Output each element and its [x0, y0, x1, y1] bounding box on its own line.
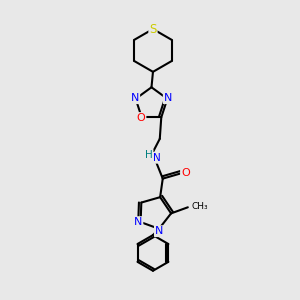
Text: N: N — [153, 153, 161, 163]
Text: O: O — [181, 168, 190, 178]
Text: H: H — [145, 150, 153, 160]
Text: CH₃: CH₃ — [191, 202, 208, 211]
Text: O: O — [137, 113, 146, 123]
Text: N: N — [164, 93, 172, 103]
Text: N: N — [131, 93, 139, 103]
Text: N: N — [134, 217, 142, 227]
Text: N: N — [155, 226, 163, 236]
Text: S: S — [149, 22, 157, 35]
